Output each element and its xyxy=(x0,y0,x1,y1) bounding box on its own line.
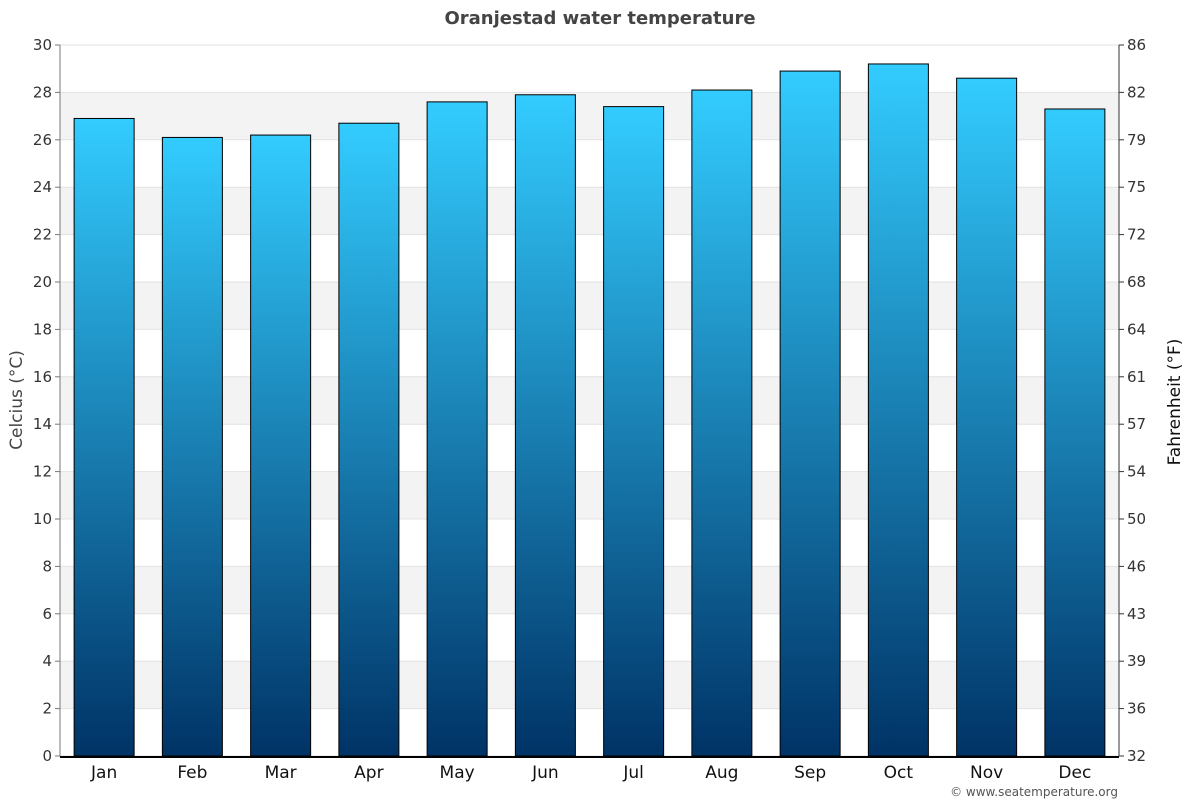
grid-band xyxy=(60,376,1119,425)
x-tick-label: Jun xyxy=(531,763,559,783)
y-tick-label-left: 4 xyxy=(42,652,52,670)
y-tick-label-left: 0 xyxy=(42,747,52,765)
x-tick-label: Apr xyxy=(354,763,383,783)
grid-band xyxy=(60,92,1119,140)
grid-band xyxy=(60,471,1119,519)
y-tick-label-right: 68 xyxy=(1127,273,1146,291)
y-tick-label-right: 46 xyxy=(1127,557,1146,575)
y-tick-label-left: 20 xyxy=(33,273,52,291)
grid-band xyxy=(60,187,1119,235)
y-tick-label-right: 43 xyxy=(1127,605,1146,623)
grid-band xyxy=(60,282,1119,330)
bars xyxy=(73,63,1106,757)
y-tick-label-left: 28 xyxy=(33,83,52,101)
bar-jul xyxy=(603,106,665,757)
bar-oct xyxy=(867,63,929,757)
x-tick-label: Nov xyxy=(970,763,1003,783)
y-tick-label-left: 2 xyxy=(42,700,52,718)
grid-band xyxy=(60,566,1119,614)
y-tick-label-left: 8 xyxy=(42,557,52,575)
y-tick-label-right: 36 xyxy=(1127,700,1146,718)
bar-nov xyxy=(956,77,1018,757)
y-tick-label-left: 22 xyxy=(33,226,52,244)
y-tick-label-right: 32 xyxy=(1127,747,1146,765)
y-tick-label-left: 24 xyxy=(33,178,52,196)
y-tick-label-right: 50 xyxy=(1127,510,1146,528)
x-tick-label: Jul xyxy=(622,763,644,783)
y-tick-label-right: 54 xyxy=(1127,463,1146,481)
y-tick-label-left: 6 xyxy=(42,605,52,623)
bar-aug xyxy=(691,89,753,757)
x-tick-label: Dec xyxy=(1058,763,1091,783)
y-tick-label-right: 64 xyxy=(1127,320,1146,338)
y-ticks-right: 32 36 39 43 46 50 54 57 61 64 68 72 75 79 82 86 xyxy=(1119,36,1146,765)
bar-jun xyxy=(514,94,576,757)
y-tick-label-left: 30 xyxy=(33,36,52,54)
y-tick-label-right: 39 xyxy=(1127,652,1146,670)
bar-dec xyxy=(1044,108,1106,757)
bar-feb xyxy=(161,136,223,757)
x-tick-label: Oct xyxy=(884,763,914,783)
y-tick-label-right: 79 xyxy=(1127,131,1146,149)
y-tick-label-left: 14 xyxy=(33,415,52,433)
y-tick-label-right: 57 xyxy=(1127,415,1146,433)
y-tick-label-right: 75 xyxy=(1127,178,1146,196)
y-tick-label-right: 86 xyxy=(1127,36,1146,54)
y-tick-label-left: 16 xyxy=(33,368,52,386)
bar-jan xyxy=(73,117,135,757)
chart-title: Oranjestad water temperature xyxy=(444,8,755,29)
y-tick-label-right: 72 xyxy=(1127,226,1146,244)
y-tick-label-left: 12 xyxy=(33,463,52,481)
bar-apr xyxy=(338,122,400,757)
y-tick-label-left: 18 xyxy=(33,320,52,338)
bar-mar xyxy=(250,134,312,757)
grid-bands xyxy=(60,92,1119,709)
bar-sep xyxy=(779,70,841,757)
bar-may xyxy=(426,101,488,757)
x-tick-label: Jan xyxy=(90,763,117,783)
y-axis-label-right: Fahrenheit (°F) xyxy=(1165,339,1185,466)
x-tick-label: Aug xyxy=(705,763,738,783)
x-ticks: Jan Feb Mar Apr May Jun Jul Aug Sep Oct Nov Dec xyxy=(90,763,1091,783)
y-tick-label-left: 10 xyxy=(33,510,52,528)
axes xyxy=(59,45,1120,758)
x-tick-label: Sep xyxy=(794,763,826,783)
credit-text: © www.seatemperature.org xyxy=(950,785,1118,799)
y-tick-label-right: 61 xyxy=(1127,368,1146,386)
x-tick-label: Feb xyxy=(177,763,207,783)
x-tick-label: May xyxy=(440,763,475,783)
y-axis-label-left: Celcius (°C) xyxy=(7,350,27,450)
x-tick-label: Mar xyxy=(265,763,297,783)
y-tick-label-right: 82 xyxy=(1127,83,1146,101)
grid-band xyxy=(60,661,1119,709)
y-tick-label-left: 26 xyxy=(33,131,52,149)
